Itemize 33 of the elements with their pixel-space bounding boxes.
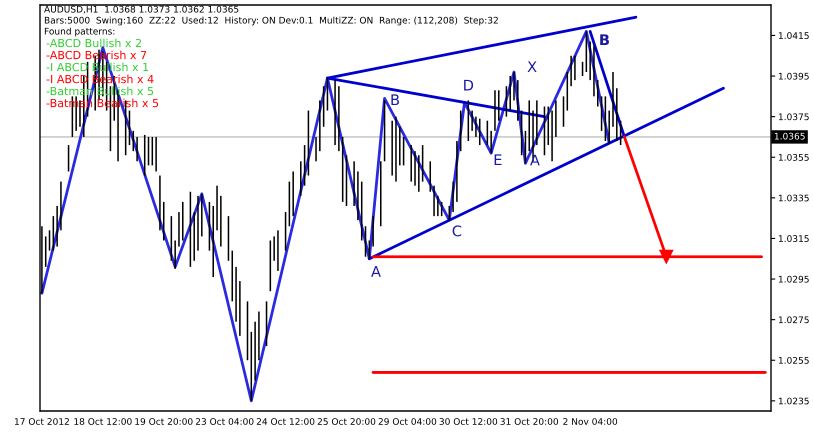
annotation: AUDUSD,H1 1.0368 1.0373 1.0362 1.0365 [44, 6, 238, 14]
annotation: A [371, 266, 381, 277]
y-tick-label: 1.0415 [778, 32, 809, 40]
x-tick-label: 17 Oct 2012 [14, 418, 69, 425]
annotation: X [528, 61, 537, 72]
y-tick-label: 1.0295 [778, 276, 809, 283]
ref-line-label: 1.0365 [774, 132, 805, 140]
x-tick-label: 29 Oct 04:00 [378, 418, 436, 425]
y-tick-label: 1.0315 [778, 235, 809, 242]
annotation: B [600, 34, 609, 46]
annotation: A [530, 154, 540, 166]
x-tick-label: 23 Oct 04:00 [196, 418, 254, 425]
annotation: C [452, 225, 462, 236]
y-tick-label: 1.0355 [778, 154, 809, 161]
annotation: B [391, 94, 399, 106]
annotation: Found patterns: [44, 28, 114, 36]
annotation: Bars:5000 Swing:160 ZZ:22 Used:12 History: ON Dev:0.1 MultiZZ: ON Range: (112,208) Step:32 [44, 16, 498, 26]
x-tick-label: 18 Oct 12:00 [74, 418, 132, 425]
x-tick-label: 24 Oct 12:00 [256, 418, 314, 425]
y-tick-label: 1.0255 [778, 356, 809, 364]
annotation: E [494, 154, 502, 166]
x-tick-label: 19 Oct 20:00 [135, 418, 193, 425]
y-tick-label: 1.0335 [778, 194, 809, 202]
x-tick-label: 25 Oct 20:00 [318, 418, 376, 425]
y-tick-label: 1.0395 [778, 72, 809, 80]
x-tick-label: 31 Oct 20:00 [500, 418, 558, 425]
x-tick-label: 30 Oct 12:00 [440, 418, 498, 425]
y-tick-label: 1.0235 [778, 398, 809, 404]
y-tick-label: 1.0375 [778, 113, 809, 120]
x-tick-label: 2 Nov 04:00 [563, 418, 618, 425]
y-tick-label: 1.0275 [778, 316, 809, 324]
annotation: -ABCD Bullish x 2 [46, 38, 141, 48]
annotation: D [464, 80, 474, 90]
